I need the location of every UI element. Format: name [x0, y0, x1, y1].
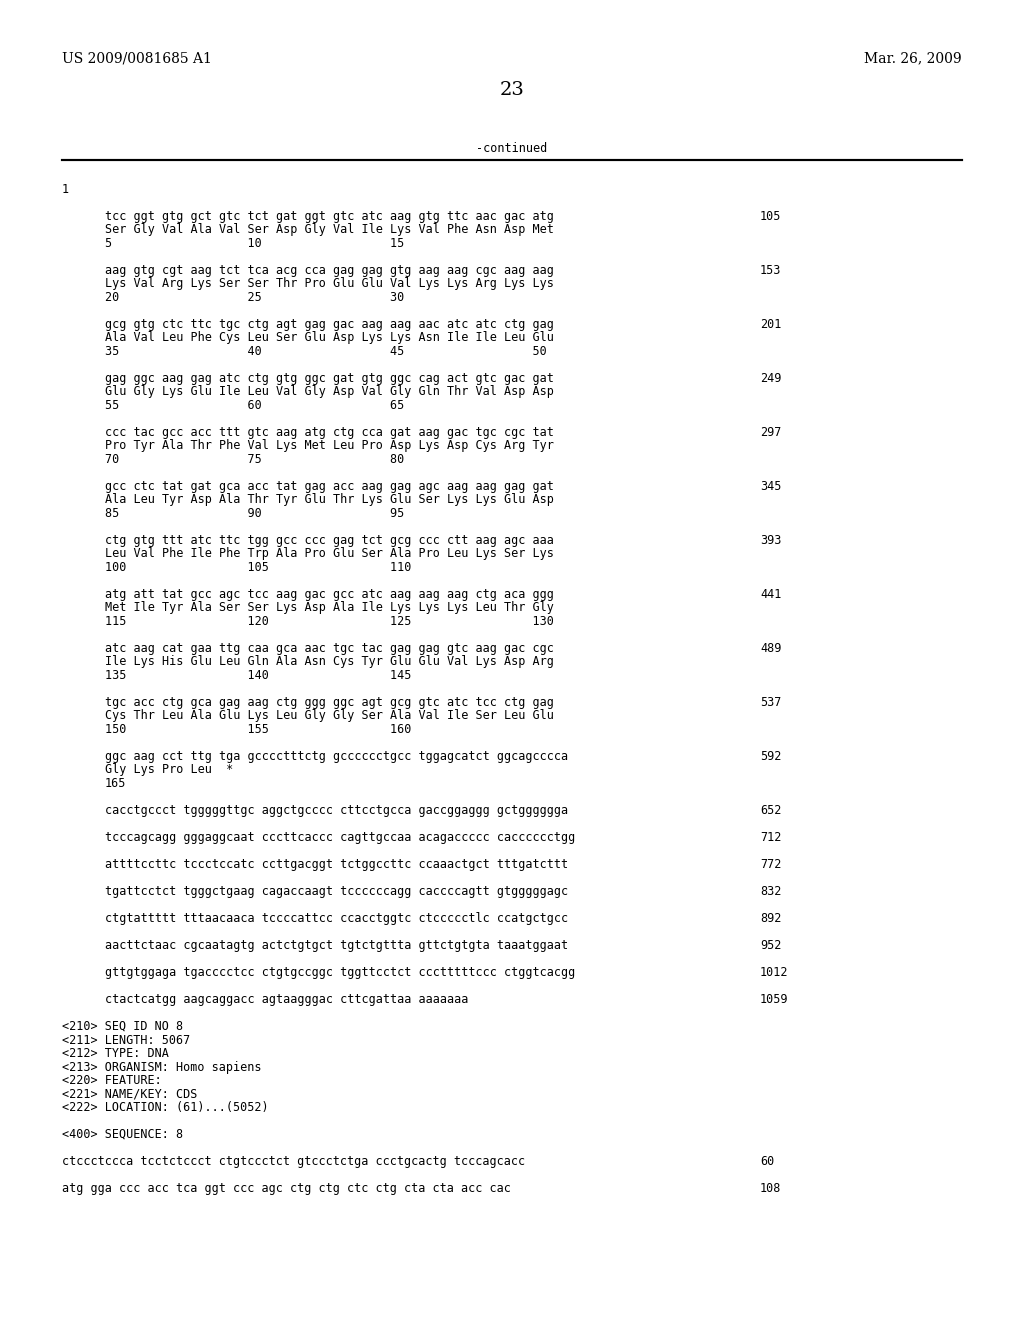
Text: 712: 712	[760, 832, 781, 843]
Text: 345: 345	[760, 480, 781, 492]
Text: <213> ORGANISM: Homo sapiens: <213> ORGANISM: Homo sapiens	[62, 1060, 261, 1073]
Text: 165: 165	[105, 777, 126, 789]
Text: Glu Gly Lys Glu Ile Leu Val Gly Asp Val Gly Gln Thr Val Asp Asp: Glu Gly Lys Glu Ile Leu Val Gly Asp Val …	[105, 385, 554, 399]
Text: 70                  75                  80: 70 75 80	[105, 453, 404, 466]
Text: 832: 832	[760, 884, 781, 898]
Text: 100                 105                 110: 100 105 110	[105, 561, 412, 574]
Text: Lys Val Arg Lys Ser Ser Thr Pro Glu Glu Val Lys Lys Arg Lys Lys: Lys Val Arg Lys Ser Ser Thr Pro Glu Glu …	[105, 277, 554, 290]
Text: gag ggc aag gag atc ctg gtg ggc gat gtg ggc cag act gtc gac gat: gag ggc aag gag atc ctg gtg ggc gat gtg …	[105, 372, 554, 385]
Text: 592: 592	[760, 750, 781, 763]
Text: 153: 153	[760, 264, 781, 277]
Text: gcc ctc tat gat gca acc tat gag acc aag gag agc aag aag gag gat: gcc ctc tat gat gca acc tat gag acc aag …	[105, 480, 554, 492]
Text: Mar. 26, 2009: Mar. 26, 2009	[864, 51, 962, 65]
Text: tgc acc ctg gca gag aag ctg ggg ggc agt gcg gtc atc tcc ctg gag: tgc acc ctg gca gag aag ctg ggg ggc agt …	[105, 696, 554, 709]
Text: <220> FEATURE:: <220> FEATURE:	[62, 1074, 162, 1086]
Text: <212> TYPE: DNA: <212> TYPE: DNA	[62, 1047, 169, 1060]
Text: 85                  90                  95: 85 90 95	[105, 507, 404, 520]
Text: 20                  25                  30: 20 25 30	[105, 290, 404, 304]
Text: 441: 441	[760, 587, 781, 601]
Text: 489: 489	[760, 642, 781, 655]
Text: 297: 297	[760, 426, 781, 440]
Text: gttgtggaga tgacccctcc ctgtgccggc tggttcctct ccctttttccc ctggtcacgg: gttgtggaga tgacccctcc ctgtgccggc tggttcc…	[105, 966, 575, 979]
Text: ctgtattttt tttaacaaca tccccattcc ccacctggtc ctccccctlc ccatgctgcc: ctgtattttt tttaacaaca tccccattcc ccacctg…	[105, 912, 568, 925]
Text: 135                 140                 145: 135 140 145	[105, 669, 412, 682]
Text: 1: 1	[62, 183, 70, 195]
Text: Met Ile Tyr Ala Ser Ser Lys Asp Ala Ile Lys Lys Lys Leu Thr Gly: Met Ile Tyr Ala Ser Ser Lys Asp Ala Ile …	[105, 602, 554, 615]
Text: 55                  60                  65: 55 60 65	[105, 399, 404, 412]
Text: 105: 105	[760, 210, 781, 223]
Text: Ser Gly Val Ala Val Ser Asp Gly Val Ile Lys Val Phe Asn Asp Met: Ser Gly Val Ala Val Ser Asp Gly Val Ile …	[105, 223, 554, 236]
Text: Pro Tyr Ala Thr Phe Val Lys Met Leu Pro Asp Lys Asp Cys Arg Tyr: Pro Tyr Ala Thr Phe Val Lys Met Leu Pro …	[105, 440, 554, 453]
Text: <211> LENGTH: 5067: <211> LENGTH: 5067	[62, 1034, 190, 1047]
Text: ctg gtg ttt atc ttc tgg gcc ccc gag tct gcg ccc ctt aag agc aaa: ctg gtg ttt atc ttc tgg gcc ccc gag tct …	[105, 535, 554, 546]
Text: atg gga ccc acc tca ggt ccc agc ctg ctg ctc ctg cta cta acc cac: atg gga ccc acc tca ggt ccc agc ctg ctg …	[62, 1181, 511, 1195]
Text: aag gtg cgt aag tct tca acg cca gag gag gtg aag aag cgc aag aag: aag gtg cgt aag tct tca acg cca gag gag …	[105, 264, 554, 277]
Text: gcg gtg ctc ttc tgc ctg agt gag gac aag aag aac atc atc ctg gag: gcg gtg ctc ttc tgc ctg agt gag gac aag …	[105, 318, 554, 331]
Text: Ile Lys His Glu Leu Gln Ala Asn Cys Tyr Glu Glu Val Lys Asp Arg: Ile Lys His Glu Leu Gln Ala Asn Cys Tyr …	[105, 656, 554, 668]
Text: atc aag cat gaa ttg caa gca aac tgc tac gag gag gtc aag gac cgc: atc aag cat gaa ttg caa gca aac tgc tac …	[105, 642, 554, 655]
Text: <221> NAME/KEY: CDS: <221> NAME/KEY: CDS	[62, 1088, 198, 1101]
Text: 652: 652	[760, 804, 781, 817]
Text: 892: 892	[760, 912, 781, 925]
Text: attttccttc tccctccatc ccttgacggt tctggccttc ccaaactgct tttgatcttt: attttccttc tccctccatc ccttgacggt tctggcc…	[105, 858, 568, 871]
Text: 201: 201	[760, 318, 781, 331]
Text: 952: 952	[760, 939, 781, 952]
Text: 1059: 1059	[760, 993, 788, 1006]
Text: <222> LOCATION: (61)...(5052): <222> LOCATION: (61)...(5052)	[62, 1101, 268, 1114]
Text: cacctgccct tgggggttgc aggctgcccc cttcctgcca gaccggaggg gctgggggga: cacctgccct tgggggttgc aggctgcccc cttcctg…	[105, 804, 568, 817]
Text: 249: 249	[760, 372, 781, 385]
Text: ctccctccca tcctctccct ctgtccctct gtccctctga ccctgcactg tcccagcacc: ctccctccca tcctctccct ctgtccctct gtccctc…	[62, 1155, 525, 1168]
Text: 115                 120                 125                 130: 115 120 125 130	[105, 615, 554, 628]
Text: 35                  40                  45                  50: 35 40 45 50	[105, 345, 547, 358]
Text: tcccagcagg gggaggcaat cccttcaccc cagttgccaa acagaccccc cacccccctgg: tcccagcagg gggaggcaat cccttcaccc cagttgc…	[105, 832, 575, 843]
Text: <210> SEQ ID NO 8: <210> SEQ ID NO 8	[62, 1020, 183, 1034]
Text: Ala Leu Tyr Asp Ala Thr Tyr Glu Thr Lys Glu Ser Lys Lys Glu Asp: Ala Leu Tyr Asp Ala Thr Tyr Glu Thr Lys …	[105, 494, 554, 507]
Text: 537: 537	[760, 696, 781, 709]
Text: Leu Val Phe Ile Phe Trp Ala Pro Glu Ser Ala Pro Leu Lys Ser Lys: Leu Val Phe Ile Phe Trp Ala Pro Glu Ser …	[105, 548, 554, 561]
Text: US 2009/0081685 A1: US 2009/0081685 A1	[62, 51, 212, 65]
Text: tcc ggt gtg gct gtc tct gat ggt gtc atc aag gtg ttc aac gac atg: tcc ggt gtg gct gtc tct gat ggt gtc atc …	[105, 210, 554, 223]
Text: tgattcctct tgggctgaag cagaccaagt tccccccagg caccccagtt gtgggggagc: tgattcctct tgggctgaag cagaccaagt tcccccc…	[105, 884, 568, 898]
Text: -continued: -continued	[476, 141, 548, 154]
Text: 60: 60	[760, 1155, 774, 1168]
Text: 108: 108	[760, 1181, 781, 1195]
Text: <400> SEQUENCE: 8: <400> SEQUENCE: 8	[62, 1129, 183, 1140]
Text: Ala Val Leu Phe Cys Leu Ser Glu Asp Lys Lys Asn Ile Ile Leu Glu: Ala Val Leu Phe Cys Leu Ser Glu Asp Lys …	[105, 331, 554, 345]
Text: ggc aag cct ttg tga gcccctttctg gcccccctgcc tggagcatct ggcagcccca: ggc aag cct ttg tga gcccctttctg gcccccct…	[105, 750, 568, 763]
Text: ctactcatgg aagcaggacc agtaagggac cttcgattaa aaaaaaa: ctactcatgg aagcaggacc agtaagggac cttcgat…	[105, 993, 468, 1006]
Text: 5                   10                  15: 5 10 15	[105, 238, 404, 249]
Text: Cys Thr Leu Ala Glu Lys Leu Gly Gly Ser Ala Val Ile Ser Leu Glu: Cys Thr Leu Ala Glu Lys Leu Gly Gly Ser …	[105, 710, 554, 722]
Text: atg att tat gcc agc tcc aag gac gcc atc aag aag aag ctg aca ggg: atg att tat gcc agc tcc aag gac gcc atc …	[105, 587, 554, 601]
Text: Gly Lys Pro Leu  *: Gly Lys Pro Leu *	[105, 763, 233, 776]
Text: ccc tac gcc acc ttt gtc aag atg ctg cca gat aag gac tgc cgc tat: ccc tac gcc acc ttt gtc aag atg ctg cca …	[105, 426, 554, 440]
Text: 23: 23	[500, 81, 524, 99]
Text: 150                 155                 160: 150 155 160	[105, 723, 412, 737]
Text: 1012: 1012	[760, 966, 788, 979]
Text: aacttctaac cgcaatagtg actctgtgct tgtctgttta gttctgtgta taaatggaat: aacttctaac cgcaatagtg actctgtgct tgtctgt…	[105, 939, 568, 952]
Text: 393: 393	[760, 535, 781, 546]
Text: 772: 772	[760, 858, 781, 871]
